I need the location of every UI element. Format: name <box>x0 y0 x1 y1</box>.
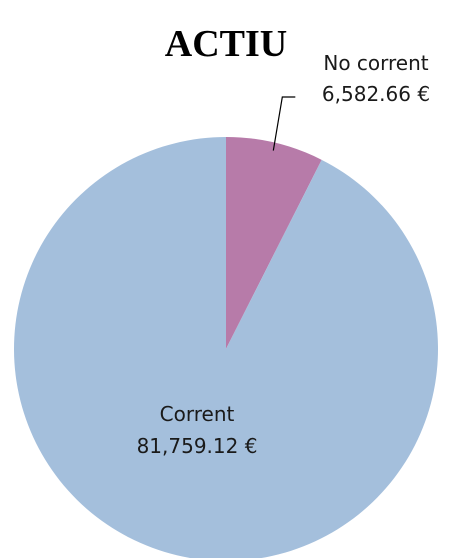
leader-line <box>272 96 296 151</box>
slice-value-label: 81,759.12 € <box>137 434 258 458</box>
slice-label: Corrent <box>160 402 235 426</box>
slice-label: No corrent <box>323 51 428 75</box>
pie-slice <box>226 137 322 349</box>
chart-title: ACTIU <box>165 23 287 65</box>
slice-value-label: 6,582.66 € <box>322 82 430 106</box>
pie-slice <box>14 137 438 558</box>
